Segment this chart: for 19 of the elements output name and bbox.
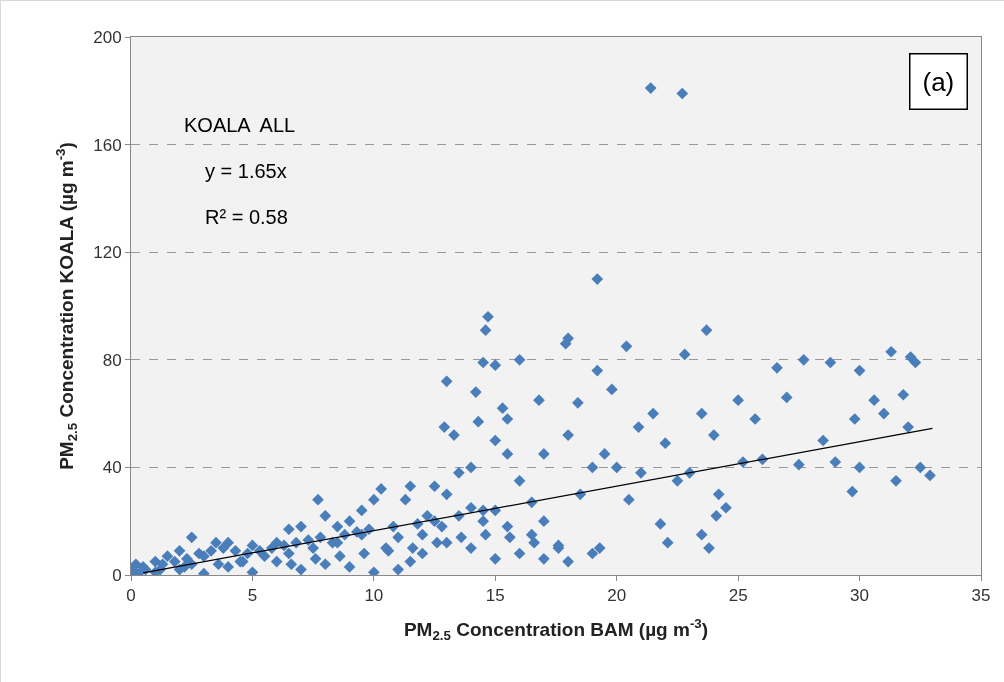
y-tick-label: 200 — [93, 27, 122, 47]
annotation: (a) — [922, 66, 955, 97]
x-tick-label: 5 — [247, 586, 258, 606]
x-tick-label: 0 — [126, 586, 136, 606]
y-tick-label: 0 — [112, 565, 122, 585]
y-tick-label: 160 — [93, 135, 122, 155]
y-tick-label: 120 — [93, 243, 122, 263]
x-axis-title: PM$_{2.5}$ Concentration BAM (µg m$^{-3}$) — [403, 616, 709, 644]
annotation: R² = 0.58 — [205, 206, 288, 228]
x-tick-label: 35 — [971, 586, 991, 606]
annotation: KOALA ALL — [184, 114, 296, 136]
x-tick-label: 15 — [485, 586, 505, 606]
x-tick-label: 30 — [850, 586, 870, 606]
x-tick-label: 10 — [364, 586, 384, 606]
x-tick-label: 25 — [728, 586, 748, 606]
annotation: y = 1.65x — [205, 160, 287, 182]
y-tick-label: 40 — [102, 458, 122, 478]
y-tick-label: 80 — [102, 350, 122, 370]
x-tick-label: 20 — [607, 586, 627, 606]
